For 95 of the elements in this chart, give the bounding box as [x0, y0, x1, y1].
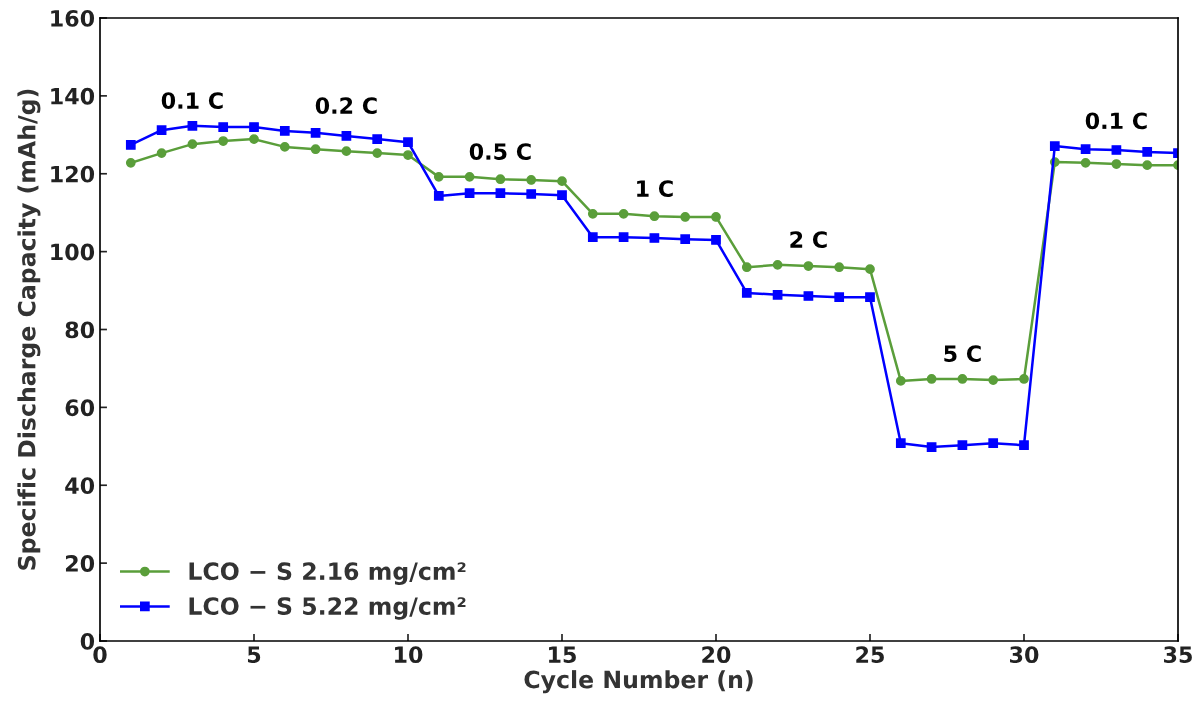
point: [187, 120, 198, 131]
point: [433, 191, 444, 201]
x-tick-label: 20: [702, 646, 731, 664]
point: [526, 189, 537, 199]
point: [464, 172, 475, 182]
y-tick-label: 60: [65, 399, 95, 417]
point: [1142, 160, 1153, 171]
annotation: 2 C: [790, 231, 827, 248]
point: [557, 176, 567, 187]
point: [803, 291, 814, 301]
point: [526, 175, 537, 185]
point: [125, 157, 136, 168]
point: [865, 292, 875, 303]
y-tick-label: 40: [65, 477, 95, 495]
point: [803, 261, 814, 271]
point: [957, 440, 968, 451]
point: [1080, 144, 1091, 155]
point: [618, 232, 629, 243]
point: [557, 190, 567, 201]
point: [680, 234, 691, 245]
point: [772, 260, 783, 270]
annotation: 0.2 C: [315, 97, 377, 114]
point: [218, 136, 229, 146]
x-tick-label: 35: [1164, 646, 1192, 664]
point: [310, 128, 321, 138]
point: [495, 174, 506, 185]
point: [218, 122, 229, 132]
point: [341, 131, 352, 141]
point: [341, 146, 352, 157]
y-tick-label: 100: [51, 243, 95, 261]
legend-label: LCO − S 2.16 mg/cm²: [189, 562, 466, 585]
y-tick-label: 80: [65, 321, 95, 339]
point: [711, 212, 721, 222]
point: [587, 208, 598, 219]
point: [741, 288, 752, 298]
point: [957, 374, 968, 384]
point: [279, 142, 290, 152]
point: [895, 376, 906, 386]
point: [988, 438, 999, 449]
point: [495, 188, 506, 199]
point: [587, 232, 598, 243]
x-tick-label: 0: [93, 646, 107, 664]
y-tick-label: 160: [51, 9, 95, 27]
point: [680, 212, 691, 222]
point: [772, 289, 783, 300]
x-tick-label: 30: [1010, 646, 1039, 664]
point: [1111, 159, 1122, 169]
point: [187, 139, 198, 150]
point: [649, 233, 660, 243]
y-tick-label: 20: [65, 555, 95, 572]
point: [926, 374, 937, 384]
point: [249, 134, 259, 144]
point: [249, 122, 259, 132]
point: [372, 148, 383, 158]
point: [156, 125, 167, 136]
x-tick-label: 25: [856, 646, 884, 664]
point: [1019, 374, 1029, 384]
x-tick-label: 10: [395, 646, 423, 664]
y-tick-label: 140: [51, 87, 95, 105]
point: [1111, 145, 1122, 155]
point: [711, 235, 721, 245]
point: [310, 144, 321, 155]
x-tick-label: 15: [549, 646, 576, 664]
point: [464, 188, 475, 199]
point: [279, 126, 290, 136]
point: [834, 262, 845, 273]
point: [125, 140, 136, 150]
point: [372, 134, 383, 144]
point: [403, 150, 413, 160]
legend-label: LCO − S 5.22 mg/cm²: [189, 597, 466, 620]
annotation: 0.1 C: [161, 92, 223, 109]
point: [1142, 147, 1153, 157]
annotation: 1 C: [637, 180, 673, 197]
point: [156, 148, 167, 158]
point: [988, 375, 999, 385]
point: [865, 264, 875, 275]
x-tick-label: 5: [247, 646, 261, 664]
point: [433, 172, 444, 182]
point: [926, 442, 937, 452]
annotation: 5 C: [944, 345, 981, 363]
annotation: 0.5 C: [469, 143, 531, 160]
x-axis-title: Cycle Number (n): [524, 670, 753, 694]
point: [649, 211, 660, 222]
point: [618, 208, 629, 219]
point: [1080, 157, 1091, 168]
point: [403, 137, 413, 148]
y-axis-title: Specific Discharge Capacity (mAh/g): [17, 89, 41, 570]
y-tick-label: 120: [51, 165, 95, 183]
point: [1049, 141, 1060, 151]
point: [1019, 440, 1029, 451]
point: [834, 292, 845, 303]
y-tick-label: 0: [80, 632, 95, 650]
point: [741, 262, 752, 273]
point: [895, 438, 906, 449]
annotation: 0.1 C: [1085, 112, 1147, 130]
